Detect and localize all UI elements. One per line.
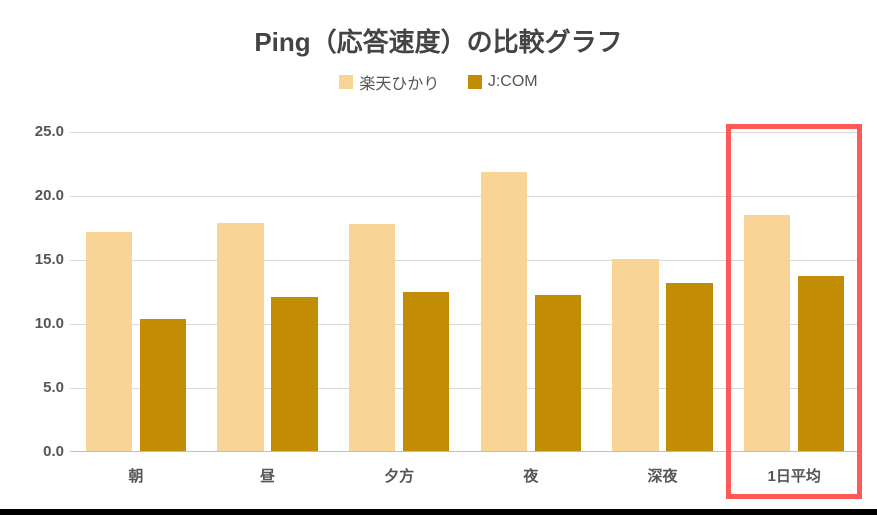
bar <box>403 292 449 451</box>
gridline <box>70 196 860 197</box>
bar <box>86 232 132 451</box>
bar-group: 昼 <box>217 132 317 451</box>
y-tick-label: 25.0 <box>20 123 64 140</box>
y-tick-label: 0.0 <box>20 443 64 460</box>
bar-group: 朝 <box>86 132 186 451</box>
legend: 楽天ひかり J:COM <box>0 70 877 94</box>
x-tick-label: 深夜 <box>597 451 729 486</box>
bar <box>140 319 186 451</box>
legend-label-1: J:COM <box>488 73 538 91</box>
y-tick-label: 20.0 <box>20 187 64 204</box>
legend-item-1: J:COM <box>468 73 538 91</box>
legend-swatch-0 <box>339 75 353 89</box>
plot-area: 朝昼夕方夜深夜 1日平均 <box>70 132 860 452</box>
bar <box>744 215 790 451</box>
bar-group: 夕方 <box>349 132 449 451</box>
bar <box>612 259 658 451</box>
legend-label-0: 楽天ひかり <box>359 70 439 94</box>
x-tick-label: 朝 <box>70 451 202 486</box>
bar <box>798 276 844 451</box>
gridline <box>70 132 860 133</box>
legend-item-0: 楽天ひかり <box>339 70 439 94</box>
gridline <box>70 260 860 261</box>
bar <box>666 283 712 451</box>
y-tick-label: 15.0 <box>20 251 64 268</box>
y-tick-label: 5.0 <box>20 379 64 396</box>
x-tick-label: 昼 <box>202 451 334 486</box>
bar-group: 夜 <box>481 132 581 451</box>
chart-title: Ping（応答速度）の比較グラフ <box>0 22 877 59</box>
bar-group: 1日平均 <box>744 132 844 451</box>
bar <box>349 224 395 451</box>
x-tick-label: 1日平均 <box>728 451 860 486</box>
bar-group: 深夜 <box>612 132 712 451</box>
bar <box>271 297 317 451</box>
bar <box>217 223 263 451</box>
bar <box>535 295 581 451</box>
chart-container: Ping（応答速度）の比較グラフ 楽天ひかり J:COM 朝昼夕方夜深夜1日平均… <box>0 0 877 515</box>
gridline <box>70 324 860 325</box>
y-tick-label: 10.0 <box>20 315 64 332</box>
x-tick-label: 夜 <box>465 451 597 486</box>
gridline <box>70 388 860 389</box>
bar <box>481 172 527 451</box>
legend-swatch-1 <box>468 75 482 89</box>
x-tick-label: 夕方 <box>333 451 465 486</box>
